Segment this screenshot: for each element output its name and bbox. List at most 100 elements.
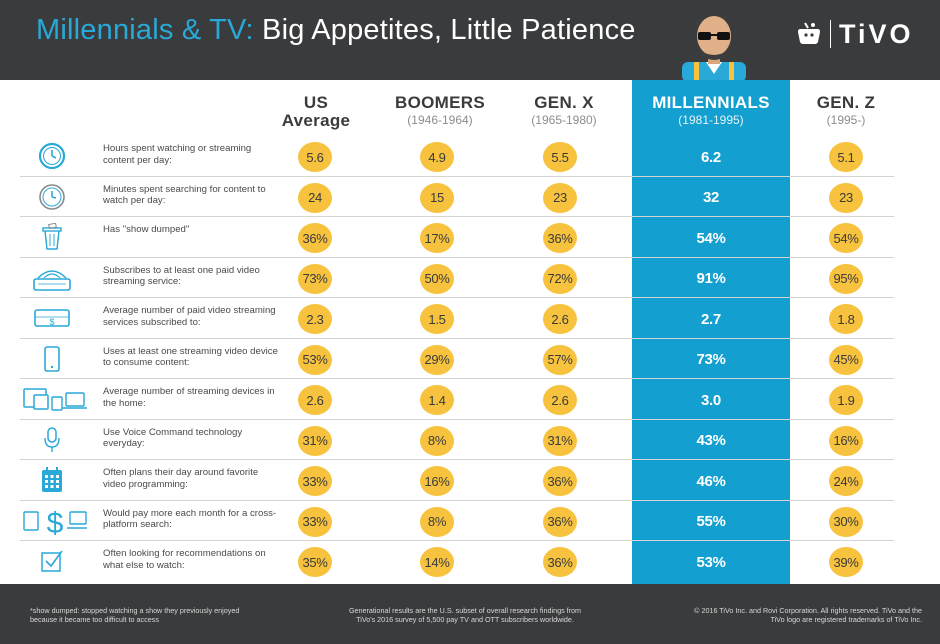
table-row: Often plans their day around favorite vi… [20,460,894,501]
value-boomers: 4.9 [420,142,454,172]
value-gen-x: 2.6 [543,385,577,415]
value-gen-x: 2.6 [543,304,577,334]
table-row: Often looking for recommendations on wha… [20,541,894,582]
row-label: Average number of streaming devices in t… [103,386,275,409]
value-millennials: 73% [696,351,726,368]
value-us-average: 31% [298,425,332,456]
value-gen-z: 1.8 [829,304,863,334]
row-divider [20,216,894,217]
row-label: Often plans their day around favorite vi… [103,467,259,490]
clock-outline-icon [32,183,72,211]
column-header-gen-x: GEN. X (1965-1980) [509,93,619,128]
row-label: Uses at least one streaming video device… [103,345,278,369]
value-gen-z: 23 [829,182,863,213]
row-divider [20,378,894,379]
value-us-average: 53% [298,344,332,375]
column-header-title: US [303,93,329,112]
column-header-boomers: BOOMERS (1946-1964) [385,94,495,128]
row-divider [20,256,894,258]
column-header-gen-z: GEN. Z (1995-) [796,93,896,128]
devices-icon [22,385,88,413]
footnote-methodology: Generational results are the U.S. subset… [348,606,582,624]
column-header-title-line2: Average [281,111,351,130]
value-gen-z: 16% [829,425,863,456]
svg-text:$: $ [49,317,54,327]
table-row: Minutes spent searching for content to w… [20,177,894,217]
footnote-copyright: © 2016 TiVo Inc. and Rovi Corporation. A… [694,606,922,624]
value-us-average: 33% [298,466,332,496]
value-boomers: 14% [420,547,454,577]
value-millennials: 3.0 [701,391,721,409]
calendar-icon [32,466,72,494]
value-millennials: 54% [696,229,726,247]
checkbox-icon [32,547,72,575]
clock-icon [32,142,72,170]
title-rest: Big Appetites, Little Patience [262,14,636,46]
value-gen-z: 30% [829,506,863,537]
table-row: Hours spent watching or streaming conten… [20,136,894,177]
row-divider [20,540,894,541]
value-gen-z: 1.9 [829,385,863,415]
table-row: Average number of streaming devices in t… [20,379,894,420]
value-millennials: 43% [696,432,726,449]
table-row: Uses at least one streaming video device… [20,339,894,379]
value-millennials: 91% [696,270,726,287]
row-label: Often looking for recommendations on wha… [103,548,266,571]
row-divider [20,337,894,339]
value-gen-z: 24% [829,466,863,496]
column-header-years: (1965-1980) [531,113,597,127]
streaming-box-icon [32,264,72,292]
value-gen-x: 57% [543,344,577,375]
value-gen-x: 23 [543,182,577,213]
value-boomers: 8% [420,425,454,456]
value-gen-x: 36% [543,466,577,496]
row-label: Average number of paid video streaming s… [103,305,276,328]
tivo-logo: TiVO [796,16,914,52]
value-boomers: 50% [420,263,454,294]
value-us-average: 73% [298,263,332,294]
millennial-avatar-icon [682,14,746,80]
value-boomers: 1.5 [420,304,454,334]
value-millennials: 53% [696,553,726,571]
row-divider [20,297,894,298]
page-title: Millennials & TV: Big Appetites, Little … [36,14,636,47]
row-label: Use Voice Command technology everyday: [103,426,243,450]
value-gen-x: 72% [543,263,577,294]
column-header-title: GEN. X [534,93,594,112]
value-gen-z: 45% [829,344,863,375]
value-gen-x: 36% [543,223,577,253]
table-row: Use Voice Command technology everyday: 3… [20,420,894,460]
value-us-average: 2.6 [298,385,332,415]
dollar-box-icon: $ [32,304,72,332]
trash-can-icon [32,223,72,251]
value-gen-x: 36% [543,506,577,537]
value-gen-z: 95% [829,263,863,294]
value-gen-x: 5.5 [543,142,577,172]
table-row: Has "show dumped" 36% 17% 36% 54% 54% [20,217,894,258]
row-label: Minutes spent searching for content to w… [103,183,266,207]
value-boomers: 8% [420,506,454,537]
column-header-millennials: MILLENNIALS (1981-1995) [632,94,790,128]
logo-text: TiVO [839,18,914,49]
row-divider [20,499,894,501]
table-row: $ Average number of paid video streaming… [20,298,894,339]
value-millennials: 55% [696,513,726,530]
value-gen-z: 39% [829,547,863,577]
title-accent: Millennials & TV: [36,14,254,46]
row-label: Subscribes to at least one paid video st… [103,264,260,288]
value-millennials: 46% [696,472,726,490]
row-label: Would pay more each month for a cross-pl… [103,507,277,531]
value-millennials: 32 [702,189,720,206]
footnote-show-dumped: *show dumped: stopped watching a show th… [30,606,240,624]
logo-divider [830,20,831,48]
row-divider [20,459,894,460]
value-us-average: 24 [298,182,332,213]
header-bar: Millennials & TV: Big Appetites, Little … [0,0,940,80]
table-row: Subscribes to at least one paid video st… [20,258,894,298]
tivo-tv-icon [798,22,820,44]
column-header-title: GEN. Z [816,93,876,112]
svg-text:$: $ [47,507,64,536]
value-us-average: 5.6 [298,142,332,172]
value-boomers: 16% [420,466,454,496]
